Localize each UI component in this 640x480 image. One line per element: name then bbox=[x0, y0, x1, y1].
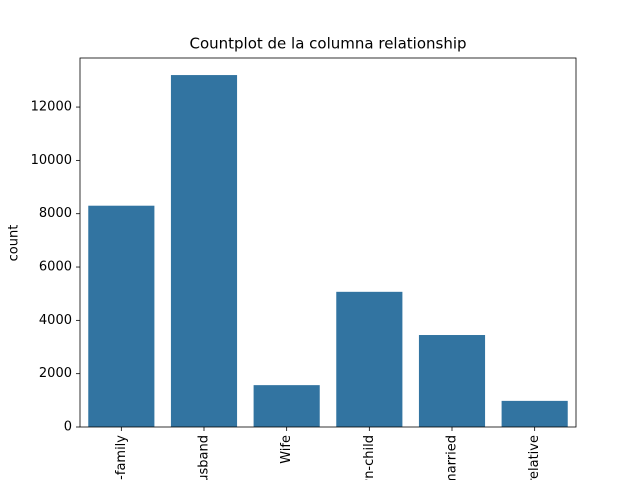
bar bbox=[336, 291, 403, 427]
bar bbox=[253, 385, 320, 427]
chart-title: Countplot de la columna relationship bbox=[189, 35, 466, 53]
x-tick-label: Own-child bbox=[362, 435, 377, 480]
y-tick-label: 12000 bbox=[31, 100, 72, 115]
bar bbox=[88, 205, 155, 427]
x-tick-label: Other-relative bbox=[527, 435, 542, 480]
bar bbox=[501, 400, 568, 427]
y-tick-label: 0 bbox=[64, 420, 72, 435]
plot-frame bbox=[79, 57, 577, 428]
x-tick-label: Unmarried bbox=[445, 435, 460, 480]
x-tick-label: Husband bbox=[197, 435, 212, 480]
y-tick-label: 10000 bbox=[31, 153, 72, 168]
y-tick-label: 8000 bbox=[39, 206, 72, 221]
x-tick-label: Not-in-family bbox=[114, 435, 129, 480]
y-axis-label: count bbox=[7, 225, 22, 262]
x-tick-label: Wife bbox=[279, 435, 294, 464]
y-tick-label: 6000 bbox=[39, 260, 72, 275]
y-tick-label: 2000 bbox=[39, 366, 72, 381]
bar bbox=[170, 75, 238, 427]
bar bbox=[418, 335, 486, 427]
y-tick-label: 4000 bbox=[39, 313, 72, 328]
